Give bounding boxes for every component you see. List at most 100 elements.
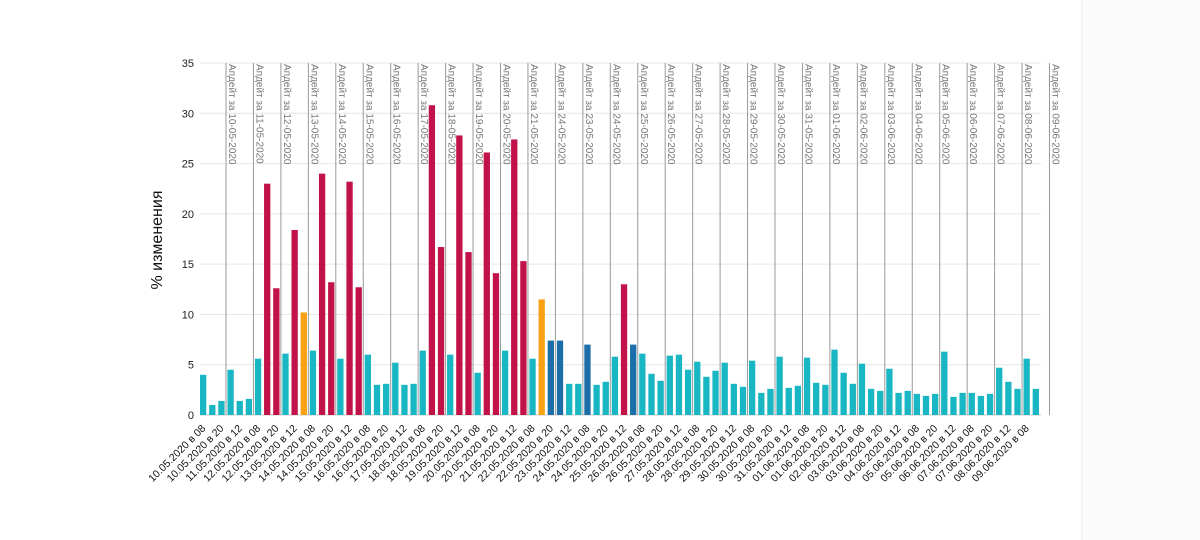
update-label: Апдейт за 25-05-2020: [638, 64, 649, 165]
bar: [904, 390, 911, 415]
bar: [538, 299, 545, 415]
bar: [520, 261, 527, 415]
bar: [950, 396, 957, 415]
bar: [785, 387, 792, 415]
update-label: Апдейт за 29-05-2020: [748, 64, 759, 165]
bar: [858, 363, 866, 415]
bar: [373, 384, 381, 415]
bar: [566, 383, 573, 415]
bar: [794, 385, 802, 415]
bar: [803, 357, 811, 415]
y-axis-ticks: 0 5 10 15 20 25 30 35: [182, 58, 194, 422]
bar: [1014, 388, 1021, 415]
bar: [447, 354, 454, 415]
bar: [529, 358, 536, 415]
bar: [666, 355, 673, 415]
update-label: Апдейт за 11-05-2020: [253, 64, 264, 164]
bar: [584, 344, 591, 415]
bar: [456, 135, 463, 415]
bar: [657, 380, 664, 415]
bar: [337, 358, 344, 415]
update-label: Апдейт за 26-05-2020: [665, 64, 676, 165]
bar: [328, 282, 335, 415]
update-label: Апдейт за 06-06-2020: [967, 64, 978, 165]
bar: [813, 382, 820, 415]
bar: [620, 284, 628, 415]
update-label: Апдейт за 14-05-2020: [336, 64, 347, 165]
bar: [602, 381, 609, 415]
y-tick-label: 5: [188, 360, 194, 372]
update-label: Апдейт за 04-06-2020: [912, 64, 923, 165]
y-tick-label: 0: [188, 410, 194, 422]
update-label: Апдейт за 02-06-2020: [857, 64, 868, 165]
bar: [273, 288, 280, 415]
bar: [383, 383, 390, 415]
update-markers: Апдейт за 10-05-2020 Апдейт за 11-05-2020…: [225, 63, 1061, 415]
bar: [932, 393, 939, 415]
bar: [428, 105, 436, 416]
bar: [730, 383, 737, 415]
bar: [492, 273, 500, 415]
update-label: Апдейт за 30-05-2020: [775, 64, 786, 165]
update-label: Апдейт за 10-05-2020: [226, 64, 237, 165]
update-label: Апдейт за 01-06-2020: [830, 64, 841, 165]
y-tick-label: 20: [182, 209, 194, 221]
bar: [739, 386, 747, 415]
bar: [419, 350, 426, 415]
bar: [218, 400, 225, 415]
bar: [986, 393, 994, 415]
bar: [977, 395, 985, 415]
bar: [465, 252, 472, 415]
bar: [410, 383, 417, 415]
bar: [849, 383, 856, 415]
update-label: Апдейт за 21-05-2020: [528, 64, 539, 165]
bar: [822, 384, 829, 415]
bar: [245, 398, 253, 415]
update-label: Апдейт за 07-06-2020: [995, 64, 1006, 165]
bar: [941, 351, 948, 415]
update-label: Апдейт за 23-05-2020: [583, 64, 594, 165]
update-label: Апдейт за 13-05-2020: [308, 64, 319, 165]
y-tick-label: 10: [182, 309, 194, 321]
bar: [401, 384, 408, 415]
bar: [721, 362, 728, 415]
bar: [648, 373, 655, 415]
update-label: Апдейт за 16-05-2020: [391, 64, 402, 165]
bar: [611, 356, 619, 415]
y-tick-label: 25: [182, 159, 194, 171]
bar: [300, 312, 307, 415]
bar: [593, 384, 600, 415]
bar: [895, 392, 902, 415]
update-label: Апдейт за 24-05-2020: [555, 64, 566, 165]
bar: [684, 369, 692, 415]
bar: [236, 400, 243, 415]
update-label: Апдейт за 17-05-2020: [418, 64, 429, 165]
bar: [1023, 358, 1030, 415]
bar: [209, 404, 216, 415]
bar: [355, 287, 362, 415]
bar: [227, 369, 234, 415]
update-label: Апдейт за 15-05-2020: [363, 64, 374, 165]
bar: [309, 350, 317, 415]
bar: [483, 152, 490, 415]
bar: [758, 392, 765, 415]
update-label: Апдейт за 27-05-2020: [693, 64, 704, 165]
bar: [776, 356, 783, 415]
bar: [630, 344, 637, 415]
update-label: Апдейт за 09-06-2020: [1050, 64, 1061, 165]
update-label: Апдейт за 24-05-2020: [610, 64, 621, 165]
y-axis-label: % изменения: [149, 190, 166, 289]
y-tick-label: 35: [182, 58, 194, 70]
bar: [886, 368, 893, 415]
update-label: Апдейт за 19-05-2020: [473, 64, 484, 165]
bar: [264, 183, 271, 415]
bar: [1032, 388, 1039, 415]
bar: [959, 392, 966, 415]
bars: [200, 105, 1039, 416]
bar: [318, 173, 326, 415]
bar: [254, 358, 262, 415]
bar: [501, 350, 509, 415]
bar: [437, 247, 445, 415]
